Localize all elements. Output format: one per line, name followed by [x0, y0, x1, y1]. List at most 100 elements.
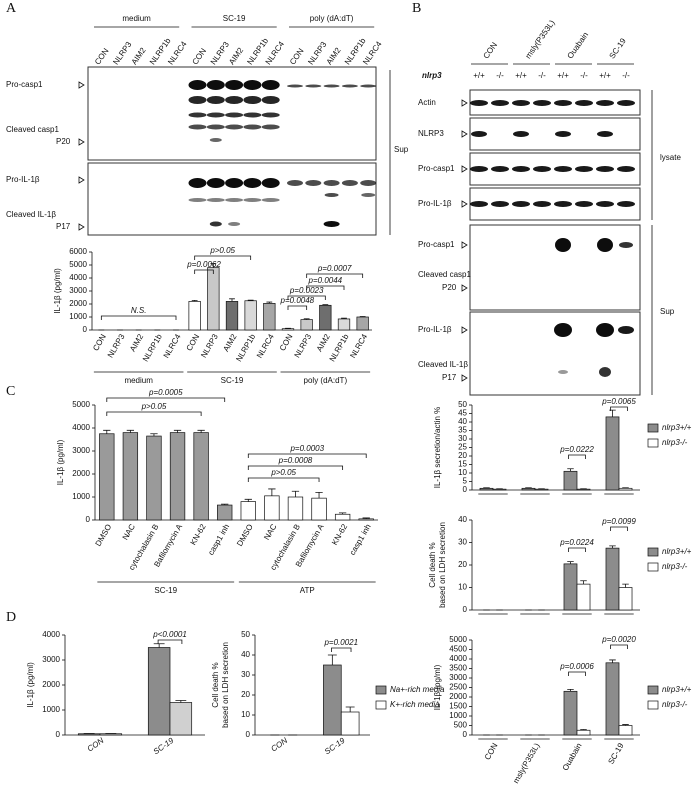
bar: [323, 664, 342, 736]
blot-band: [243, 112, 262, 118]
error-bar: [268, 488, 276, 496]
bracket: [247, 453, 367, 458]
x-tick-label: casp1 inh: [206, 523, 231, 557]
side-label: lysate: [660, 153, 681, 162]
y-tick-label: 2000: [72, 469, 90, 478]
x-tick-label: AIM2: [221, 332, 238, 353]
bar: [563, 470, 578, 491]
annotation: p=0.0023: [289, 286, 324, 295]
x-tick-label: NAC: [262, 522, 278, 541]
x-tick-label: AIM2: [315, 332, 332, 353]
error-bar: [362, 517, 370, 519]
error-bar: [622, 724, 629, 726]
annotation: p=0.0006: [559, 662, 594, 671]
annotation: p=0.0099: [601, 517, 636, 526]
annotation: p=0.0021: [323, 638, 358, 647]
blot-band: [491, 100, 509, 106]
y-tick-label: 5000: [449, 635, 467, 644]
y-tick-label: 10: [458, 583, 467, 592]
annotation: p=0.0044: [308, 276, 343, 285]
error-bar: [210, 263, 217, 268]
group-label: SC-19: [221, 376, 244, 385]
bar: [358, 518, 374, 521]
blot-band: [558, 370, 568, 374]
bracket: [331, 647, 352, 652]
y-axis-label: IL-1β (pg/ml): [26, 662, 35, 708]
bar: [563, 690, 578, 736]
error-bar: [191, 299, 198, 302]
error-bar: [622, 487, 629, 489]
y-tick-label: 5000: [72, 400, 90, 409]
y-tick-label: 3000: [69, 286, 87, 295]
row-label: Cleaved casp1: [6, 125, 59, 134]
lane-label: CON: [190, 46, 208, 66]
blot-band: [554, 201, 572, 207]
genotype: -/-: [580, 71, 588, 80]
bar: [605, 416, 620, 491]
arrow: [78, 223, 85, 231]
bracket: [157, 639, 183, 644]
row-label: P17: [56, 222, 71, 231]
y-tick-label: 40: [241, 650, 250, 659]
bracket: [106, 411, 202, 416]
bar: [356, 316, 369, 331]
annotation: p=0.0065: [601, 397, 636, 406]
bracket: [610, 406, 628, 411]
bar: [521, 487, 536, 491]
bracket: [100, 315, 177, 320]
legend-swatch: [647, 700, 659, 710]
bar: [287, 496, 304, 521]
error-bar: [609, 409, 616, 417]
side-label: Sup: [660, 307, 675, 316]
blot-band: [243, 96, 262, 104]
y-tick-label: 3000: [72, 446, 90, 455]
x-tick-label: CON: [185, 332, 202, 352]
blot-band: [554, 166, 572, 172]
y-tick-label: 30: [241, 670, 250, 679]
row-label: Pro-casp1: [418, 164, 455, 173]
x-tick-label: NLRC4: [162, 332, 183, 360]
y-tick-label: 20: [458, 560, 467, 569]
bar: [311, 497, 327, 521]
panel-label: A: [6, 1, 17, 16]
genotype: +/+: [557, 71, 569, 80]
y-tick-label: 6000: [69, 247, 87, 256]
error-bar: [126, 429, 135, 433]
blot-band: [555, 131, 571, 137]
x-tick-label: KN-62: [189, 522, 208, 547]
y-tick-label: 35: [458, 426, 467, 435]
bracket: [568, 454, 586, 459]
genotype: +/+: [515, 71, 527, 80]
blot-band: [324, 193, 339, 197]
annotation: N.S.: [131, 306, 147, 315]
blot-band: [225, 80, 244, 90]
bar: [534, 488, 549, 491]
blot-band: [323, 180, 340, 186]
blot-band: [225, 178, 244, 188]
arrow: [78, 176, 85, 184]
legend-label: nlrp3+/+: [662, 423, 692, 432]
bracket: [247, 477, 320, 482]
arrow: [461, 200, 468, 208]
x-tick-label: CON: [86, 736, 106, 754]
row-label: Actin: [418, 98, 436, 107]
blot-band: [209, 221, 222, 227]
legend-label: nlrp3-/-: [662, 562, 688, 571]
legend-swatch: [647, 685, 659, 695]
y-tick-label: 1000: [69, 312, 87, 321]
blot-band: [261, 80, 280, 90]
blot-band: [206, 80, 225, 90]
y-axis-label: based on LDH secretion: [438, 522, 447, 608]
bar: [240, 501, 256, 521]
blot-band: [470, 100, 488, 106]
y-tick-label: 0: [86, 515, 91, 524]
blot-band: [596, 201, 614, 207]
blot-band: [360, 180, 377, 186]
bar: [146, 435, 162, 521]
y-tick-label: 1000: [42, 705, 60, 714]
legend-swatch: [647, 423, 659, 433]
error-bar: [150, 433, 158, 437]
bar: [618, 587, 633, 611]
bracket: [306, 285, 345, 290]
